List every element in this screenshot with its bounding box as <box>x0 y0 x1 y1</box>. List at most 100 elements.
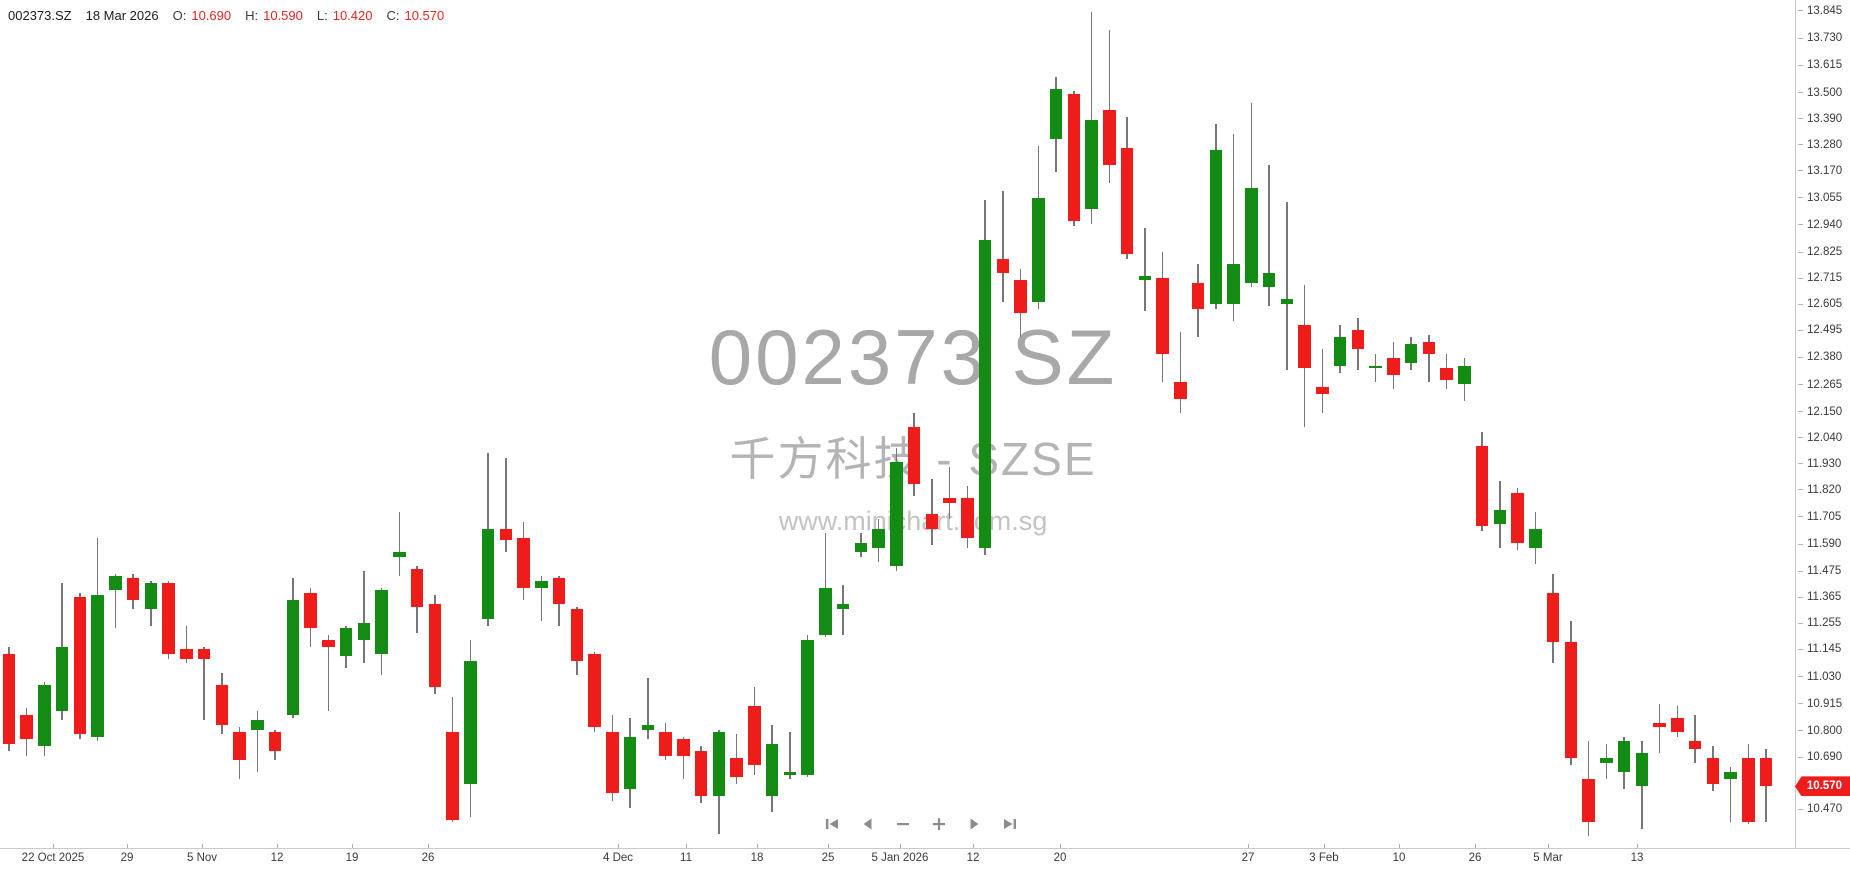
price-tick <box>1798 808 1803 810</box>
candle-wick <box>948 467 951 520</box>
price-tick <box>1798 356 1803 358</box>
chart-plot-area[interactable] <box>0 0 1795 848</box>
candle-wick <box>824 533 827 638</box>
candle-body-up <box>1280 299 1294 305</box>
price-tick-value: 12.825 <box>1807 246 1843 259</box>
price-tick <box>1798 277 1803 279</box>
current-price-badge: 10.570 <box>1795 776 1850 797</box>
candle-body-down <box>1564 642 1578 759</box>
price-tick-value: 13.730 <box>1807 32 1843 45</box>
price-tick-value: 12.265 <box>1807 378 1843 391</box>
price-tick-value: 12.380 <box>1807 351 1843 364</box>
price-tick-value: 10.915 <box>1807 697 1843 710</box>
candle-body-up <box>854 542 868 553</box>
price-tick <box>1798 64 1803 66</box>
candle-body-down <box>410 568 424 607</box>
ohlc-pair: L: 10.420 <box>317 8 373 23</box>
date-axis-label: 20 <box>1053 852 1067 864</box>
price-tick-value: 11.255 <box>1807 617 1842 630</box>
step-forward-icon <box>965 815 983 833</box>
candle-body-up <box>375 590 388 654</box>
step-forward-button[interactable] <box>964 814 984 834</box>
price-tick-value: 13.170 <box>1807 164 1843 177</box>
candle-body-down <box>1191 282 1205 309</box>
price-axis-label: 11.590 <box>1798 538 1841 550</box>
price-axis-label: 11.030 <box>1798 671 1841 683</box>
candle-body-up <box>1617 741 1631 773</box>
current-price-value: 10.570 <box>1806 780 1843 793</box>
date-tick <box>757 844 758 848</box>
candle-body-up <box>1245 188 1258 283</box>
price-tick <box>1798 329 1803 331</box>
candle-body-up <box>393 552 406 558</box>
price-axis-label: 13.055 <box>1798 192 1842 204</box>
candle-body-down <box>1156 278 1169 354</box>
date-tick <box>1637 844 1638 848</box>
candle-body-down <box>925 514 939 529</box>
candle-body-up <box>55 646 69 711</box>
candle-body-down <box>428 604 442 688</box>
price-tick <box>1798 489 1803 491</box>
candle-body-up <box>1209 150 1223 305</box>
date-axis-label: 5 Nov <box>186 852 218 864</box>
candle-body-up <box>1227 263 1240 305</box>
candle-body-up <box>339 627 353 657</box>
ohlc-key: L: <box>316 8 328 23</box>
price-axis-label: 13.280 <box>1798 139 1842 151</box>
candle-body-up <box>535 580 548 588</box>
candle-wick <box>1694 715 1696 763</box>
candle-wick <box>114 573 117 628</box>
date-axis-label: 13 <box>1630 852 1644 864</box>
price-tick <box>1798 224 1803 226</box>
candle-body-down <box>1014 280 1027 314</box>
date-tick <box>127 844 128 848</box>
price-tick-value: 11.705 <box>1807 511 1842 524</box>
candle-wick <box>505 457 507 553</box>
candle-wick <box>1144 228 1146 312</box>
candle-body-down <box>1653 722 1666 728</box>
candle-body-down <box>907 426 921 484</box>
price-tick-value: 11.145 <box>1807 643 1842 656</box>
candle-body-up <box>801 639 814 775</box>
ohlc-pair: H: 10.590 <box>245 8 303 23</box>
candle-body-down <box>1582 779 1595 822</box>
price-axis-label: 11.475 <box>1798 565 1841 577</box>
price-tick <box>1798 596 1803 598</box>
price-axis-label: 13.500 <box>1798 87 1842 99</box>
candle-body-down <box>73 597 87 735</box>
date-tick <box>1060 844 1061 848</box>
price-axis-label: 11.365 <box>1798 591 1841 603</box>
candle-body-down <box>588 653 601 728</box>
price-axis-label: 11.145 <box>1798 643 1841 655</box>
price-tick-value: 12.605 <box>1807 298 1843 311</box>
date-axis-label: 11 <box>680 852 692 864</box>
price-axis-label: 13.615 <box>1798 59 1842 71</box>
zoom-out-button[interactable] <box>893 814 913 834</box>
step-back-button[interactable] <box>858 814 878 834</box>
price-axis-line <box>1795 0 1796 848</box>
candle-body-up <box>872 528 885 548</box>
date-axis-label: 22 Oct 2025 <box>21 852 85 864</box>
date-axis-label: 5 Mar <box>1533 852 1563 864</box>
candle-body-down <box>1174 382 1187 399</box>
candle-body-down <box>197 649 211 659</box>
ohlc-value: 10.690 <box>191 8 232 23</box>
skip-to-end-button[interactable] <box>1000 814 1020 834</box>
candle-body-up <box>978 240 992 548</box>
skip-to-start-button[interactable] <box>822 814 842 834</box>
date-axis-label: 3 Feb <box>1309 852 1339 864</box>
candle-wick <box>931 479 933 546</box>
price-tick <box>1798 437 1803 439</box>
price-axis-label: 12.265 <box>1798 379 1842 391</box>
candle-body-up <box>1085 119 1098 210</box>
candle-wick <box>1658 703 1661 754</box>
date-tick <box>828 844 829 848</box>
price-tick <box>1798 197 1803 199</box>
price-tick <box>1798 730 1803 732</box>
candle-body-up <box>481 528 495 619</box>
candle-body-up <box>1600 758 1613 763</box>
candle-body-down <box>1546 592 1560 643</box>
candle-body-down <box>268 732 282 751</box>
date-tick <box>1324 844 1325 848</box>
zoom-in-button[interactable] <box>929 814 949 834</box>
